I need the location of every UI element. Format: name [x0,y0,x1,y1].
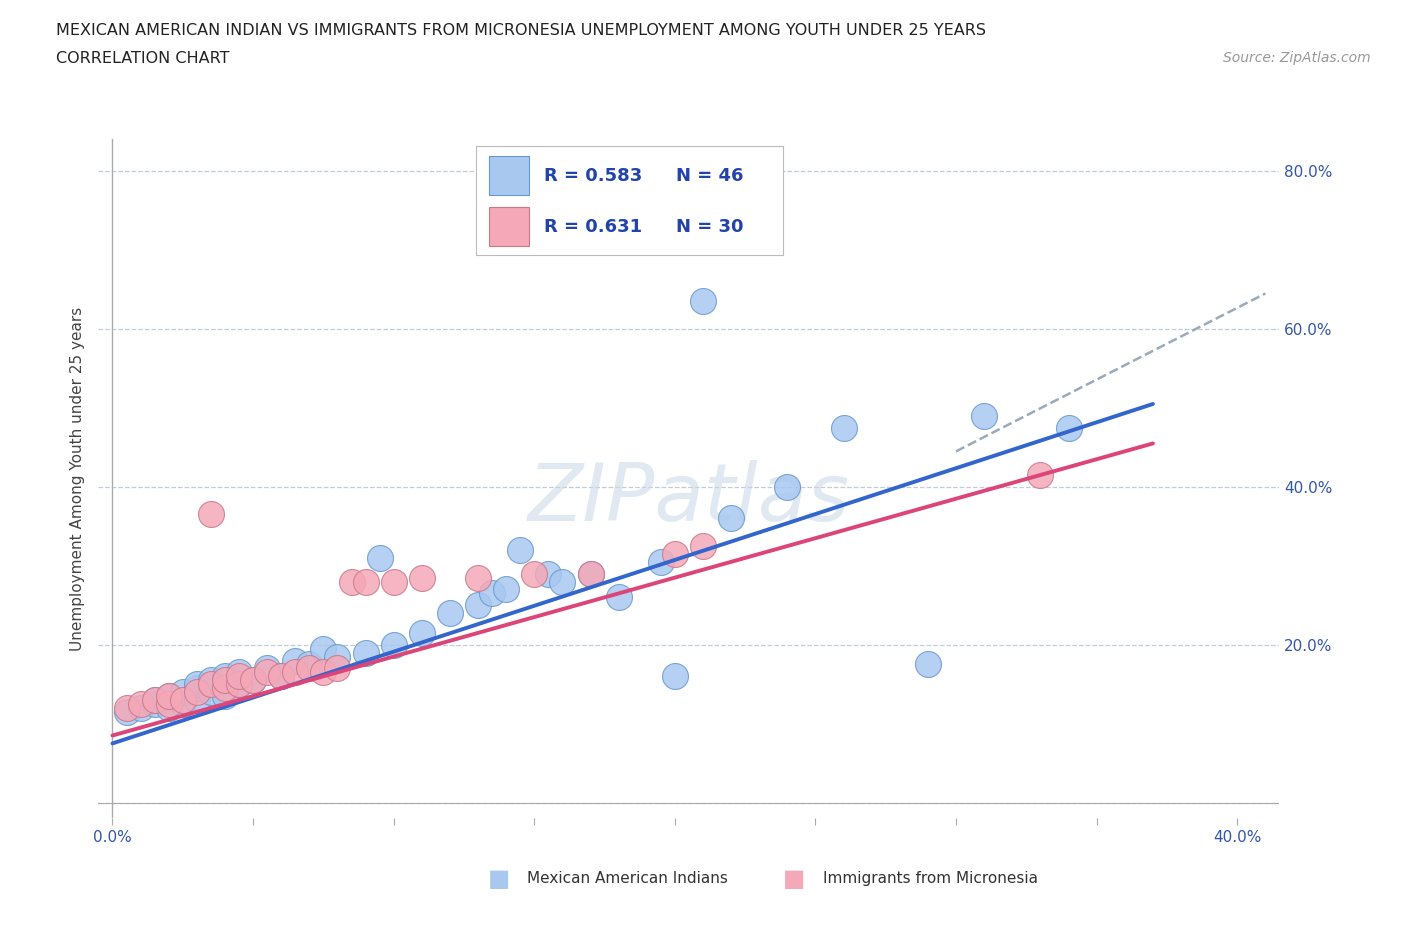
Point [832,420,855,435]
Point [115,704,138,719]
Point [200,507,222,522]
Point [284,665,307,680]
Y-axis label: Unemployment Among Youth under 25 years: Unemployment Among Youth under 25 years [69,307,84,651]
Point [326,649,349,664]
Point [200,677,222,692]
Point [172,693,194,708]
Point [298,657,321,671]
Point [270,669,292,684]
Point [214,669,236,684]
Point [354,574,377,589]
Point [270,669,292,684]
Point [467,598,489,613]
Point [664,547,686,562]
Point [186,693,208,708]
Point [242,672,264,687]
Point [143,697,166,711]
Point [411,626,433,641]
Point [509,542,531,557]
Point [228,669,250,684]
Point [579,566,602,581]
Point [495,582,517,597]
Point [200,684,222,699]
Point [382,637,405,652]
Point [368,551,391,565]
Point [284,653,307,668]
Point [382,574,405,589]
Point [650,554,672,569]
Point [1057,420,1080,435]
Text: Mexican American Indians: Mexican American Indians [527,871,728,886]
Text: Immigrants from Micronesia: Immigrants from Micronesia [823,871,1038,886]
Text: Source: ZipAtlas.com: Source: ZipAtlas.com [1223,51,1371,65]
Point [115,700,138,715]
Point [481,586,503,601]
Point [228,677,250,692]
Point [242,672,264,687]
Point [256,665,278,680]
Point [537,566,560,581]
Point [186,684,208,699]
Point [157,688,180,703]
Point [172,684,194,699]
Point [467,570,489,585]
Text: MEXICAN AMERICAN INDIAN VS IMMIGRANTS FROM MICRONESIA UNEMPLOYMENT AMONG YOUTH U: MEXICAN AMERICAN INDIAN VS IMMIGRANTS FR… [56,23,986,38]
Point [186,677,208,692]
Point [298,661,321,676]
Point [129,700,152,715]
Point [692,294,714,309]
Point [312,642,335,657]
Point [340,574,363,589]
Point [214,672,236,687]
Point [228,677,250,692]
Point [157,700,180,715]
Point [692,538,714,553]
Point [312,665,335,680]
Point [143,693,166,708]
Point [214,681,236,696]
Point [411,570,433,585]
Point [186,681,208,696]
Point [129,697,152,711]
Point [664,669,686,684]
Point [200,672,222,687]
Point [439,605,461,620]
Point [157,688,180,703]
Text: ZIPatlas: ZIPatlas [527,460,851,538]
Point [523,566,546,581]
Point [172,697,194,711]
Point [917,657,939,671]
Point [551,574,574,589]
Point [228,665,250,680]
Point [973,408,995,423]
Text: ■: ■ [488,867,510,891]
Point [720,511,742,525]
Point [326,661,349,676]
Point [214,688,236,703]
Point [157,697,180,711]
Point [1029,468,1052,483]
Point [256,661,278,676]
Point [607,590,630,604]
Text: CORRELATION CHART: CORRELATION CHART [56,51,229,66]
Point [143,693,166,708]
Point [579,566,602,581]
Point [354,645,377,660]
Point [776,479,799,494]
Text: ■: ■ [783,867,806,891]
